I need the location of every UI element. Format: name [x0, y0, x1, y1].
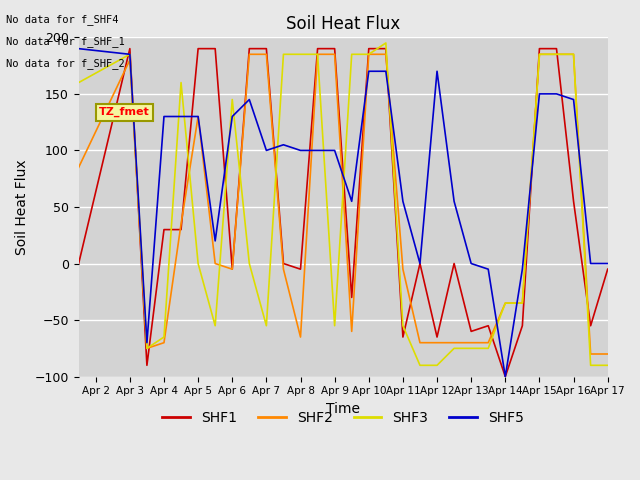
Text: No data for f_SHF4: No data for f_SHF4	[6, 14, 119, 25]
Legend: SHF1, SHF2, SHF3, SHF5: SHF1, SHF2, SHF3, SHF5	[157, 406, 529, 431]
Title: Soil Heat Flux: Soil Heat Flux	[286, 15, 400, 33]
Text: No data for f_SHF_2: No data for f_SHF_2	[6, 58, 125, 69]
Text: No data for f_SHF_1: No data for f_SHF_1	[6, 36, 125, 47]
Y-axis label: Soil Heat Flux: Soil Heat Flux	[15, 159, 29, 255]
Text: TZ_fmet: TZ_fmet	[99, 107, 150, 118]
X-axis label: Time: Time	[326, 402, 360, 416]
